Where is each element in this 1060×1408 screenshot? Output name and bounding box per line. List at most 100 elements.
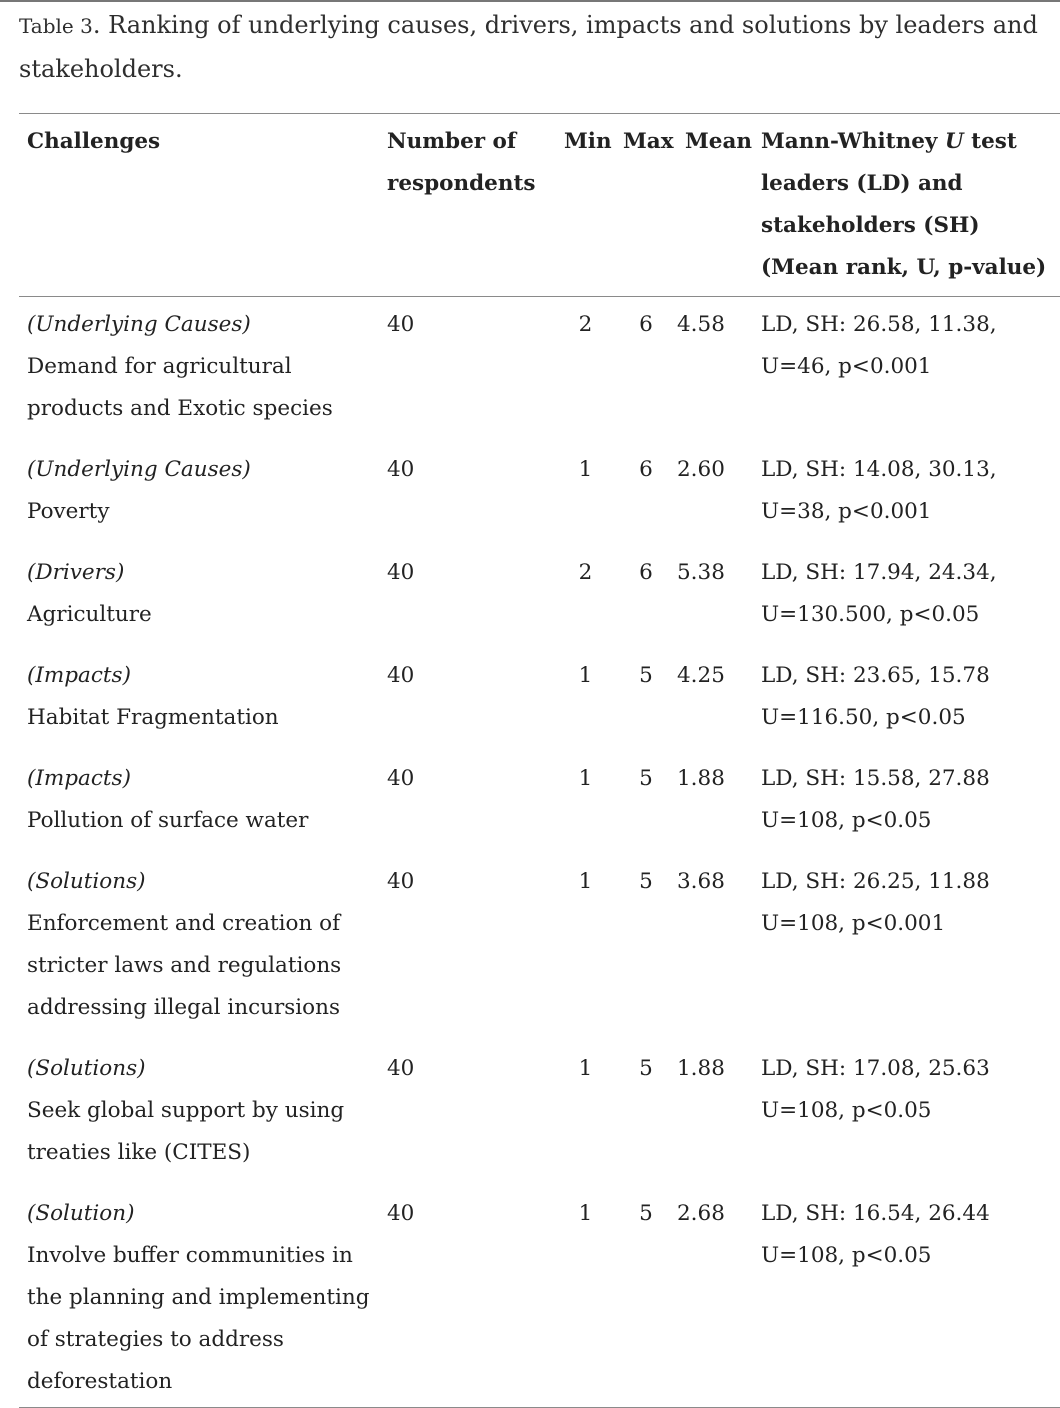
respondents-cell: 40 [387,1201,415,1226]
table-row: (Solution) Involve buffer communities in … [19,1187,1060,1408]
challenge-item: Seek global support by using treaties li… [27,1098,345,1165]
table-row: (Underlying Causes) Poverty 40 1 6 2.60 LD, SH… [19,443,1060,546]
mean-cell: 4.25 [677,663,725,688]
challenge-cell: (Solutions) Enforcement and creation of s… [19,855,379,1042]
challenge-cell: (Underlying Causes) Demand for agricultur… [19,297,379,444]
mw-line-2: U=108, p<0.05 [761,1243,932,1268]
challenge-cell: (Impacts) Pollution of surface water [19,752,379,855]
max-cell: 5 [639,1201,653,1226]
mean-cell: 5.38 [677,560,725,585]
mw-line-2: U=130.500, p<0.05 [761,602,980,627]
mw-line-1: LD, SH: 26.58, 11.38, [761,312,997,337]
header-mann-whitney: Mann-Whitney U test leaders (LD) and sta… [753,114,1060,297]
max-cell: 5 [639,1056,653,1081]
mw-line-1: LD, SH: 17.94, 24.34, [761,560,997,585]
respondents-cell: 40 [387,663,415,688]
mean-cell: 2.60 [677,457,725,482]
challenge-item: Involve buffer communities in the planni… [27,1243,370,1394]
mw-line-2: U=38, p<0.001 [761,499,932,524]
respondents-cell: 40 [387,312,415,337]
max-cell: 6 [639,312,653,337]
min-cell: 1 [578,663,593,688]
respondents-cell: 40 [387,766,415,791]
challenge-category: (Underlying Causes) [27,457,251,482]
header-respondents: Number of respondents [387,129,536,196]
mean-cell: 3.68 [677,869,725,894]
min-cell: 1 [578,457,593,482]
min-cell: 2 [578,312,593,337]
table-header: Challenges Number of respondents Min Max… [19,113,1060,297]
mw-line-2: U=116.50, p<0.05 [761,705,966,730]
mw-line-1: LD, SH: 17.08, 25.63 [761,1056,990,1081]
header-mw-part1: Mann-Whitney [761,129,945,154]
respondents-cell: 40 [387,1056,415,1081]
table-container: Challenges Number of respondents Min Max… [19,113,1060,1408]
table-row: (Impacts) Habitat Fragmentation 40 1 5 4.25 LD… [19,649,1060,752]
max-cell: 6 [639,560,653,585]
challenge-cell: (Drivers) Agriculture [19,546,379,649]
mw-line-2: U=108, p<0.001 [761,911,946,936]
mann-whitney-cell: LD, SH: 16.54, 26.44 U=108, p<0.05 [753,1187,1060,1408]
table-caption: Table 3. Ranking of underlying causes, d… [19,4,1039,91]
mann-whitney-cell: LD, SH: 14.08, 30.13, U=38, p<0.001 [753,443,1060,546]
header-challenges: Challenges [27,129,161,154]
challenge-category: (Impacts) [27,766,131,791]
min-cell: 2 [578,560,593,585]
mann-whitney-cell: LD, SH: 17.08, 25.63 U=108, p<0.05 [753,1042,1060,1187]
challenge-category: (Underlying Causes) [27,312,251,337]
challenge-category: (Solutions) [27,869,146,894]
mw-line-2: U=108, p<0.05 [761,808,932,833]
challenge-cell: (Solution) Involve buffer communities in … [19,1187,379,1408]
challenge-item: Habitat Fragmentation [27,705,279,730]
mann-whitney-cell: LD, SH: 15.58, 27.88 U=108, p<0.05 [753,752,1060,855]
mw-line-1: LD, SH: 16.54, 26.44 [761,1201,990,1226]
mean-cell: 1.88 [677,766,725,791]
respondents-cell: 40 [387,457,415,482]
min-cell: 1 [578,1056,593,1081]
challenge-category: (Drivers) [27,560,125,585]
respondents-cell: 40 [387,869,415,894]
header-mw-u: U [944,129,964,154]
max-cell: 5 [639,663,653,688]
respondents-cell: 40 [387,560,415,585]
challenge-item: Demand for agricultural products and Exo… [27,354,333,421]
table-row: (Solutions) Seek global support by using … [19,1042,1060,1187]
challenge-cell: (Solutions) Seek global support by using … [19,1042,379,1187]
table-row: (Impacts) Pollution of surface water 40 1 5 1… [19,752,1060,855]
max-cell: 5 [639,766,653,791]
mw-line-1: LD, SH: 15.58, 27.88 [761,766,990,791]
challenge-category: (Solution) [27,1201,135,1226]
header-row: Challenges Number of respondents Min Max… [19,113,1060,297]
min-cell: 1 [578,1201,593,1226]
table-label: Table 3 [19,14,93,38]
mann-whitney-cell: LD, SH: 26.25, 11.88 U=108, p<0.001 [753,855,1060,1042]
mean-cell: 4.58 [677,312,725,337]
min-cell: 1 [578,766,593,791]
mw-line-2: U=108, p<0.05 [761,1098,932,1123]
challenge-cell: (Underlying Causes) Poverty [19,443,379,546]
max-cell: 5 [639,869,653,894]
challenge-item: Poverty [27,499,110,524]
mann-whitney-cell: LD, SH: 26.58, 11.38, U=46, p<0.001 [753,297,1060,444]
mw-line-1: LD, SH: 23.65, 15.78 [761,663,990,688]
challenge-cell: (Impacts) Habitat Fragmentation [19,649,379,752]
mean-cell: 2.68 [677,1201,725,1226]
caption-text: . Ranking of underlying causes, drivers,… [19,11,1038,83]
mw-line-2: U=46, p<0.001 [761,354,932,379]
challenge-item: Pollution of surface water [27,808,309,833]
mw-line-1: LD, SH: 14.08, 30.13, [761,457,997,482]
mann-whitney-cell: LD, SH: 23.65, 15.78 U=116.50, p<0.05 [753,649,1060,752]
challenge-category: (Solutions) [27,1056,146,1081]
header-min: Min [564,129,612,154]
table-row: (Solutions) Enforcement and creation of s… [19,855,1060,1042]
table-row: (Underlying Causes) Demand for agricultur… [19,297,1060,444]
table-row: (Drivers) Agriculture 40 2 6 5.38 LD, SH: 17.9… [19,546,1060,649]
header-mean: Mean [685,129,753,154]
mw-line-1: LD, SH: 26.25, 11.88 [761,869,990,894]
challenge-item: Agriculture [27,602,152,627]
table-body: (Underlying Causes) Demand for agricultur… [19,297,1060,1408]
top-rule [0,0,1060,2]
header-mw-part2: test leaders (LD) and stakeholders (SH) … [761,129,1047,280]
challenge-item: Enforcement and creation of stricter law… [27,911,342,1020]
challenge-category: (Impacts) [27,663,131,688]
